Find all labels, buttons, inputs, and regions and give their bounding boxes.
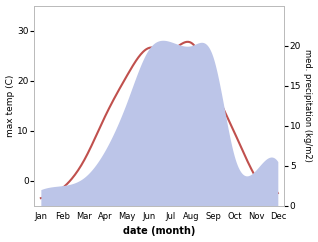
X-axis label: date (month): date (month) (123, 227, 196, 236)
Y-axis label: med. precipitation (kg/m2): med. precipitation (kg/m2) (303, 49, 313, 162)
Y-axis label: max temp (C): max temp (C) (5, 74, 15, 137)
